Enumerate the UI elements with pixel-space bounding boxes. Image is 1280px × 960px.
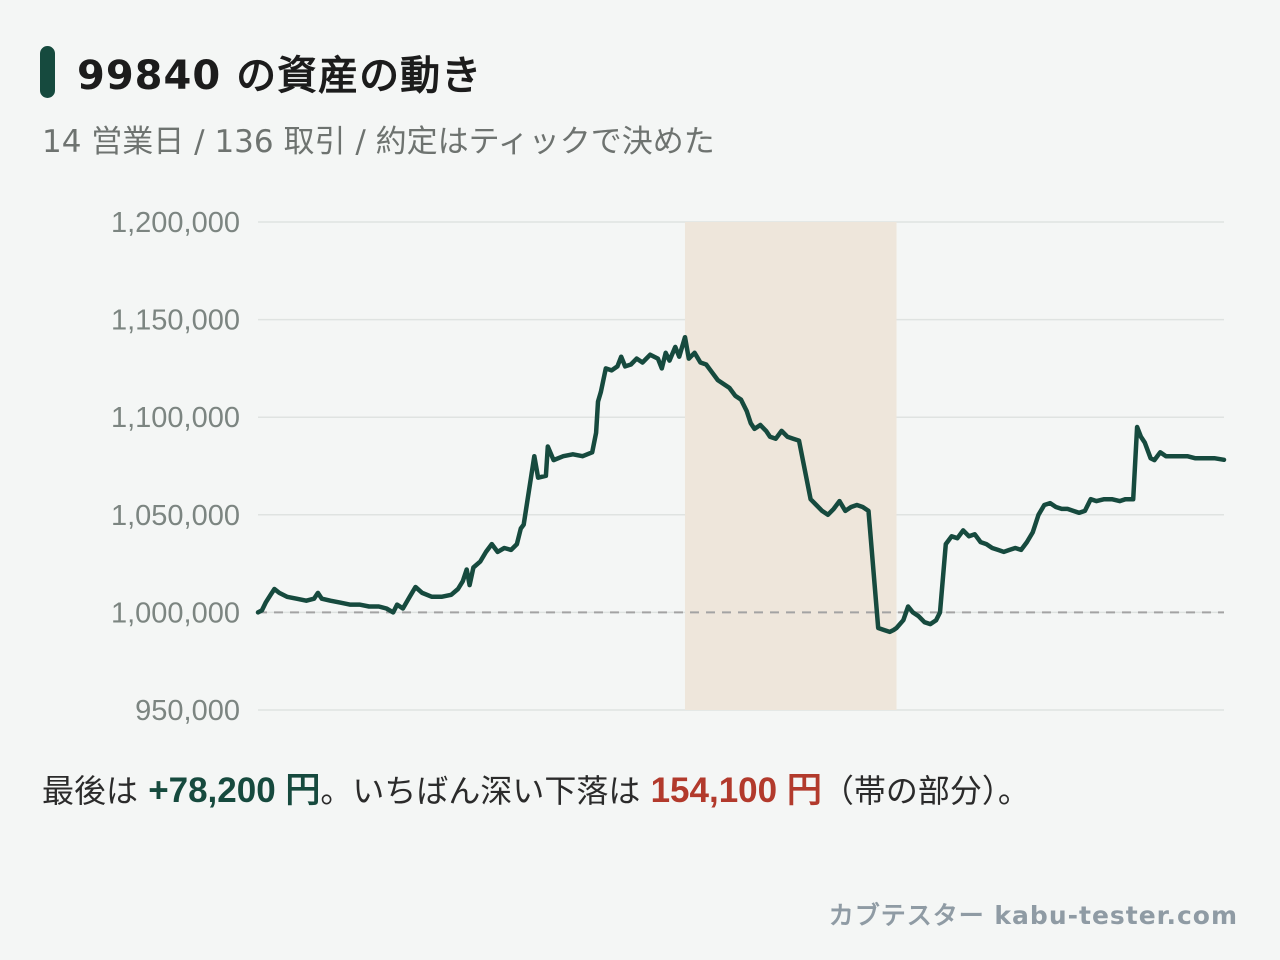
max-drawdown-value: 154,100 円	[650, 771, 822, 810]
page-title: 99840 の資産の動き	[77, 53, 483, 99]
y-tick-label: 1,150,000	[111, 305, 240, 337]
summary-prefix: 最後は	[42, 772, 149, 810]
drawdown-band-layer	[684, 222, 897, 710]
y-tick-label: 1,100,000	[111, 402, 240, 434]
summary-text: 最後は +78,200 円。いちばん深い下落は 154,100 円（帯の部分）。	[42, 762, 1030, 813]
summary-middle: 。いちばん深い下落は	[320, 772, 651, 810]
equity-line	[255, 334, 1227, 635]
equity-chart: 950,000 1,000,000 1,050,000 1,100,000 1,150,…	[111, 207, 1227, 727]
drawdown-band	[684, 222, 897, 710]
series-layer	[255, 334, 1227, 635]
final-change-value: +78,200 円	[148, 771, 321, 810]
title-row: 99840 の資産の動き	[40, 44, 482, 100]
y-tick-label: 950,000	[135, 695, 240, 727]
title-accent-bar	[40, 46, 55, 98]
y-axis-ticks: 950,000 1,000,000 1,050,000 1,100,000 1,150,…	[111, 207, 240, 727]
footer-brand: カブテスター kabu-tester.com	[828, 901, 1238, 930]
y-tick-label: 1,200,000	[111, 207, 240, 239]
y-tick-label: 1,000,000	[111, 597, 240, 629]
summary-suffix: （帯の部分）。	[821, 772, 1030, 810]
y-tick-label: 1,050,000	[111, 500, 240, 532]
page-subtitle: 14 営業日 / 136 取引 / 約定はティックで決めた	[42, 124, 715, 160]
